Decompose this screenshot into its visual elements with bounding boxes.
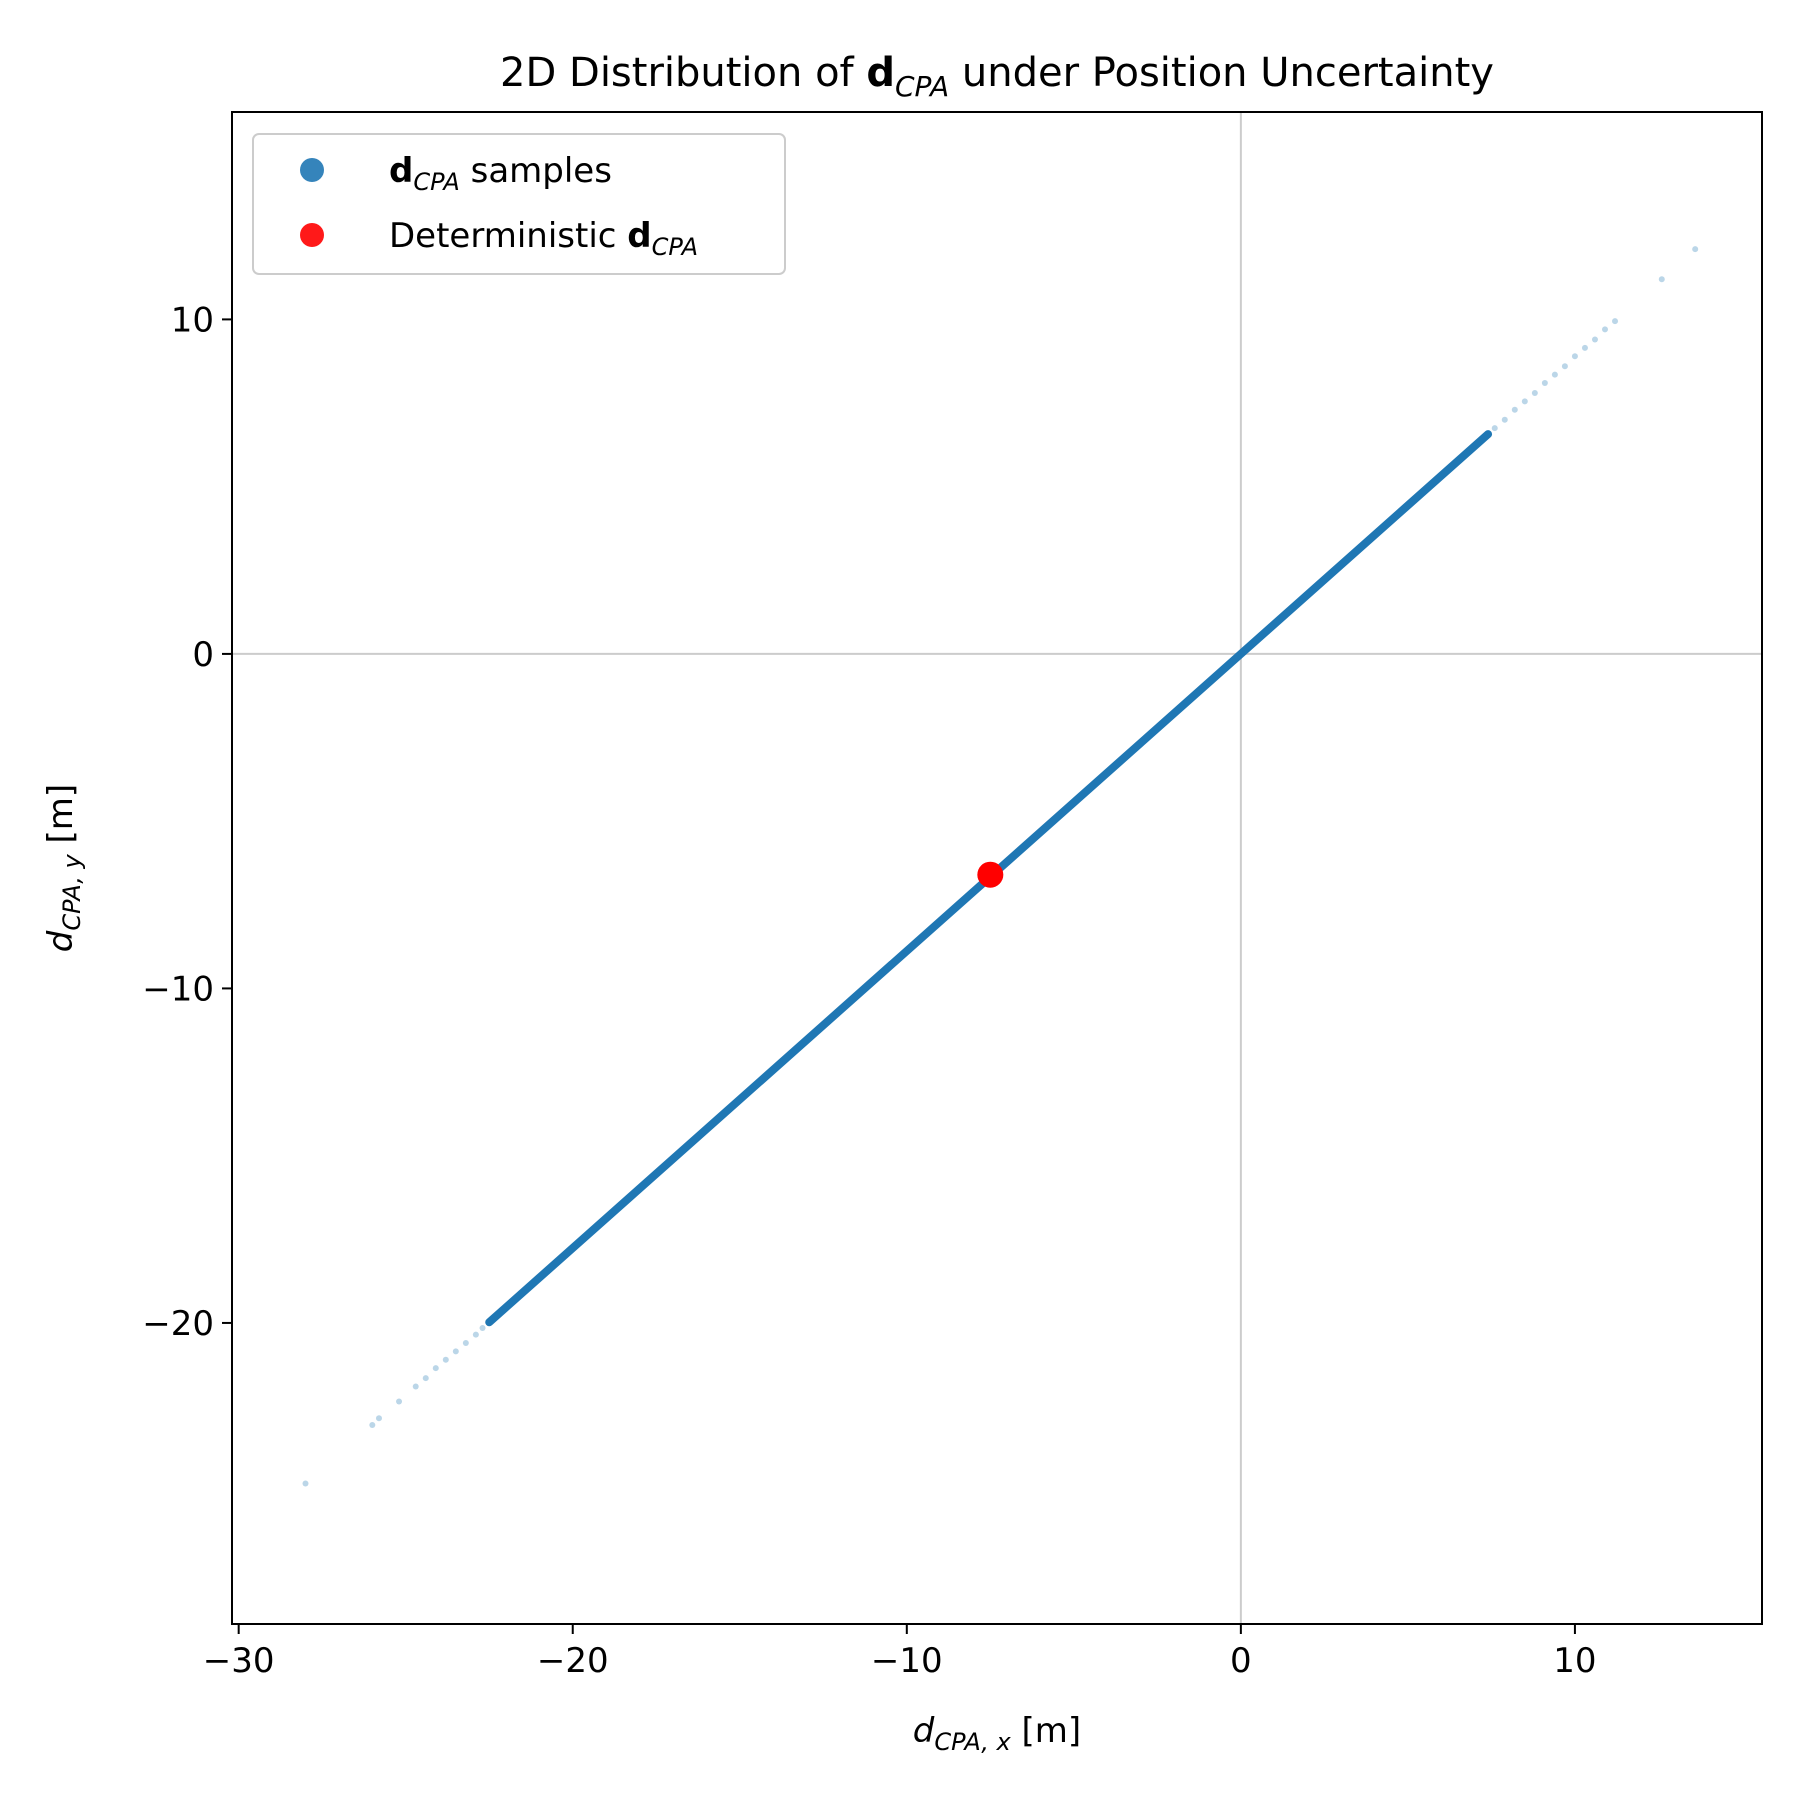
sample-point: [472, 1331, 479, 1338]
sample-point: [1571, 353, 1578, 360]
sample-point: [1551, 371, 1558, 378]
sample-point: [442, 1356, 449, 1363]
sample-point: [432, 1365, 439, 1372]
x-tick-label: −30: [203, 1641, 275, 1681]
y-axis-ticks: −20 −10 0 10: [142, 300, 232, 1344]
sample-point: [369, 1421, 376, 1428]
sample-point: [1541, 379, 1548, 386]
legend-marker-deterministic: [300, 223, 324, 247]
y-tick-label: −10: [142, 969, 214, 1009]
sample-point: [1658, 276, 1665, 283]
legend-frame: [252, 133, 786, 275]
sample-point: [1581, 344, 1588, 351]
sample-point: [1491, 425, 1498, 432]
y-tick-label: 10: [171, 300, 214, 340]
sample-point: [1511, 406, 1518, 413]
sample-point: [422, 1375, 429, 1382]
sample-point: [396, 1398, 403, 1405]
y-tick-label: −20: [142, 1304, 214, 1344]
chart-title: 2D Distribution of dCPA under Position U…: [500, 50, 1494, 103]
y-tick-label: 0: [192, 635, 214, 675]
sample-point: [1591, 336, 1598, 343]
axes-frame: [231, 111, 1763, 1625]
x-axis-ticks: −30 −20 −10 0 10: [203, 1624, 1597, 1681]
sample-point: [1521, 398, 1528, 405]
sample-point: [1561, 363, 1568, 370]
sample-point: [302, 1480, 309, 1487]
deterministic-point: [977, 861, 1004, 888]
legend-label-deterministic: Deterministic dCPA: [389, 216, 698, 261]
sample-point: [1501, 416, 1508, 423]
y-axis-label: dCPA, y [m]: [41, 784, 86, 952]
sample-point: [375, 1415, 382, 1422]
legend: dCPA samples Deterministic dCPA: [252, 133, 786, 275]
sample-point: [412, 1383, 419, 1390]
legend-label-samples: dCPA samples: [389, 151, 612, 196]
sample-point: [479, 1324, 486, 1331]
sample-point: [1612, 318, 1619, 325]
legend-marker-samples: [300, 158, 324, 182]
sample-point: [452, 1348, 459, 1355]
x-tick-label: 0: [1230, 1641, 1252, 1681]
x-tick-label: −10: [871, 1641, 943, 1681]
x-tick-label: 10: [1553, 1641, 1596, 1681]
x-tick-label: −20: [537, 1641, 609, 1681]
x-axis-label: dCPA, x [m]: [913, 1711, 1081, 1756]
sample-point: [1692, 246, 1699, 253]
sample-point: [1531, 389, 1538, 396]
plot-area: [302, 246, 1699, 1487]
sample-point: [1601, 326, 1608, 333]
sample-point: [462, 1340, 469, 1347]
